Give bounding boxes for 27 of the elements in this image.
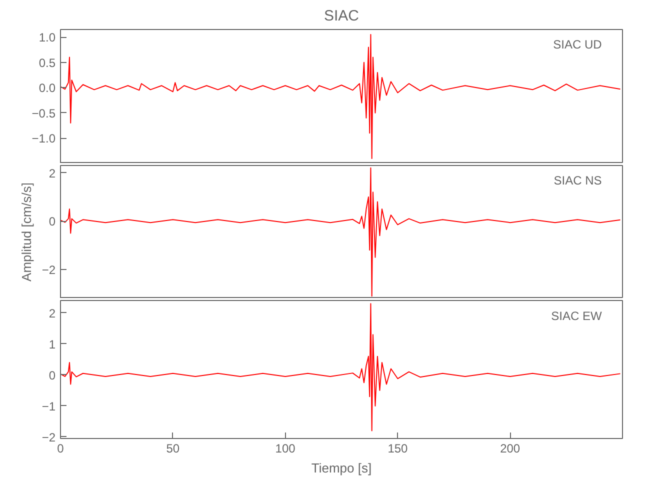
y-tick-label: 2 bbox=[48, 166, 56, 180]
x-axis-title: Tiempo [s] bbox=[311, 460, 372, 476]
annotation: SIAC UD bbox=[553, 38, 602, 52]
x-tick-label: 0 bbox=[57, 442, 64, 456]
line-series bbox=[60, 34, 621, 159]
y-tick-label: 0 bbox=[48, 368, 56, 382]
y-tick-label: 0 bbox=[48, 214, 56, 229]
y-tick-label: −2 bbox=[42, 262, 56, 277]
y-tick-label: −2 bbox=[42, 430, 56, 444]
y-tick-label: 1.0 bbox=[38, 30, 56, 45]
y-tick-label: 0.5 bbox=[38, 56, 56, 70]
y-tick-label: −0.5 bbox=[32, 106, 56, 120]
y-tick-label: −1 bbox=[42, 399, 56, 414]
y-tick-label: 0.0 bbox=[38, 81, 56, 96]
x-tick-label: 50 bbox=[166, 442, 180, 456]
y-tick-label: 2 bbox=[48, 306, 56, 320]
line-series bbox=[60, 303, 621, 432]
chart-title: SIAC bbox=[324, 8, 360, 24]
y-tick-label: 1 bbox=[48, 337, 56, 352]
y-tick-label: −1.0 bbox=[32, 132, 56, 146]
y-axis-title: Amplitud [cm/s/s] bbox=[18, 182, 34, 282]
x-tick-label: 150 bbox=[388, 442, 408, 456]
line-series bbox=[60, 167, 621, 297]
annotation: SIAC EW bbox=[551, 308, 602, 323]
x-tick-label: 100 bbox=[275, 442, 296, 456]
annotation: SIAC NS bbox=[554, 173, 602, 188]
x-tick-label: 200 bbox=[500, 442, 520, 456]
